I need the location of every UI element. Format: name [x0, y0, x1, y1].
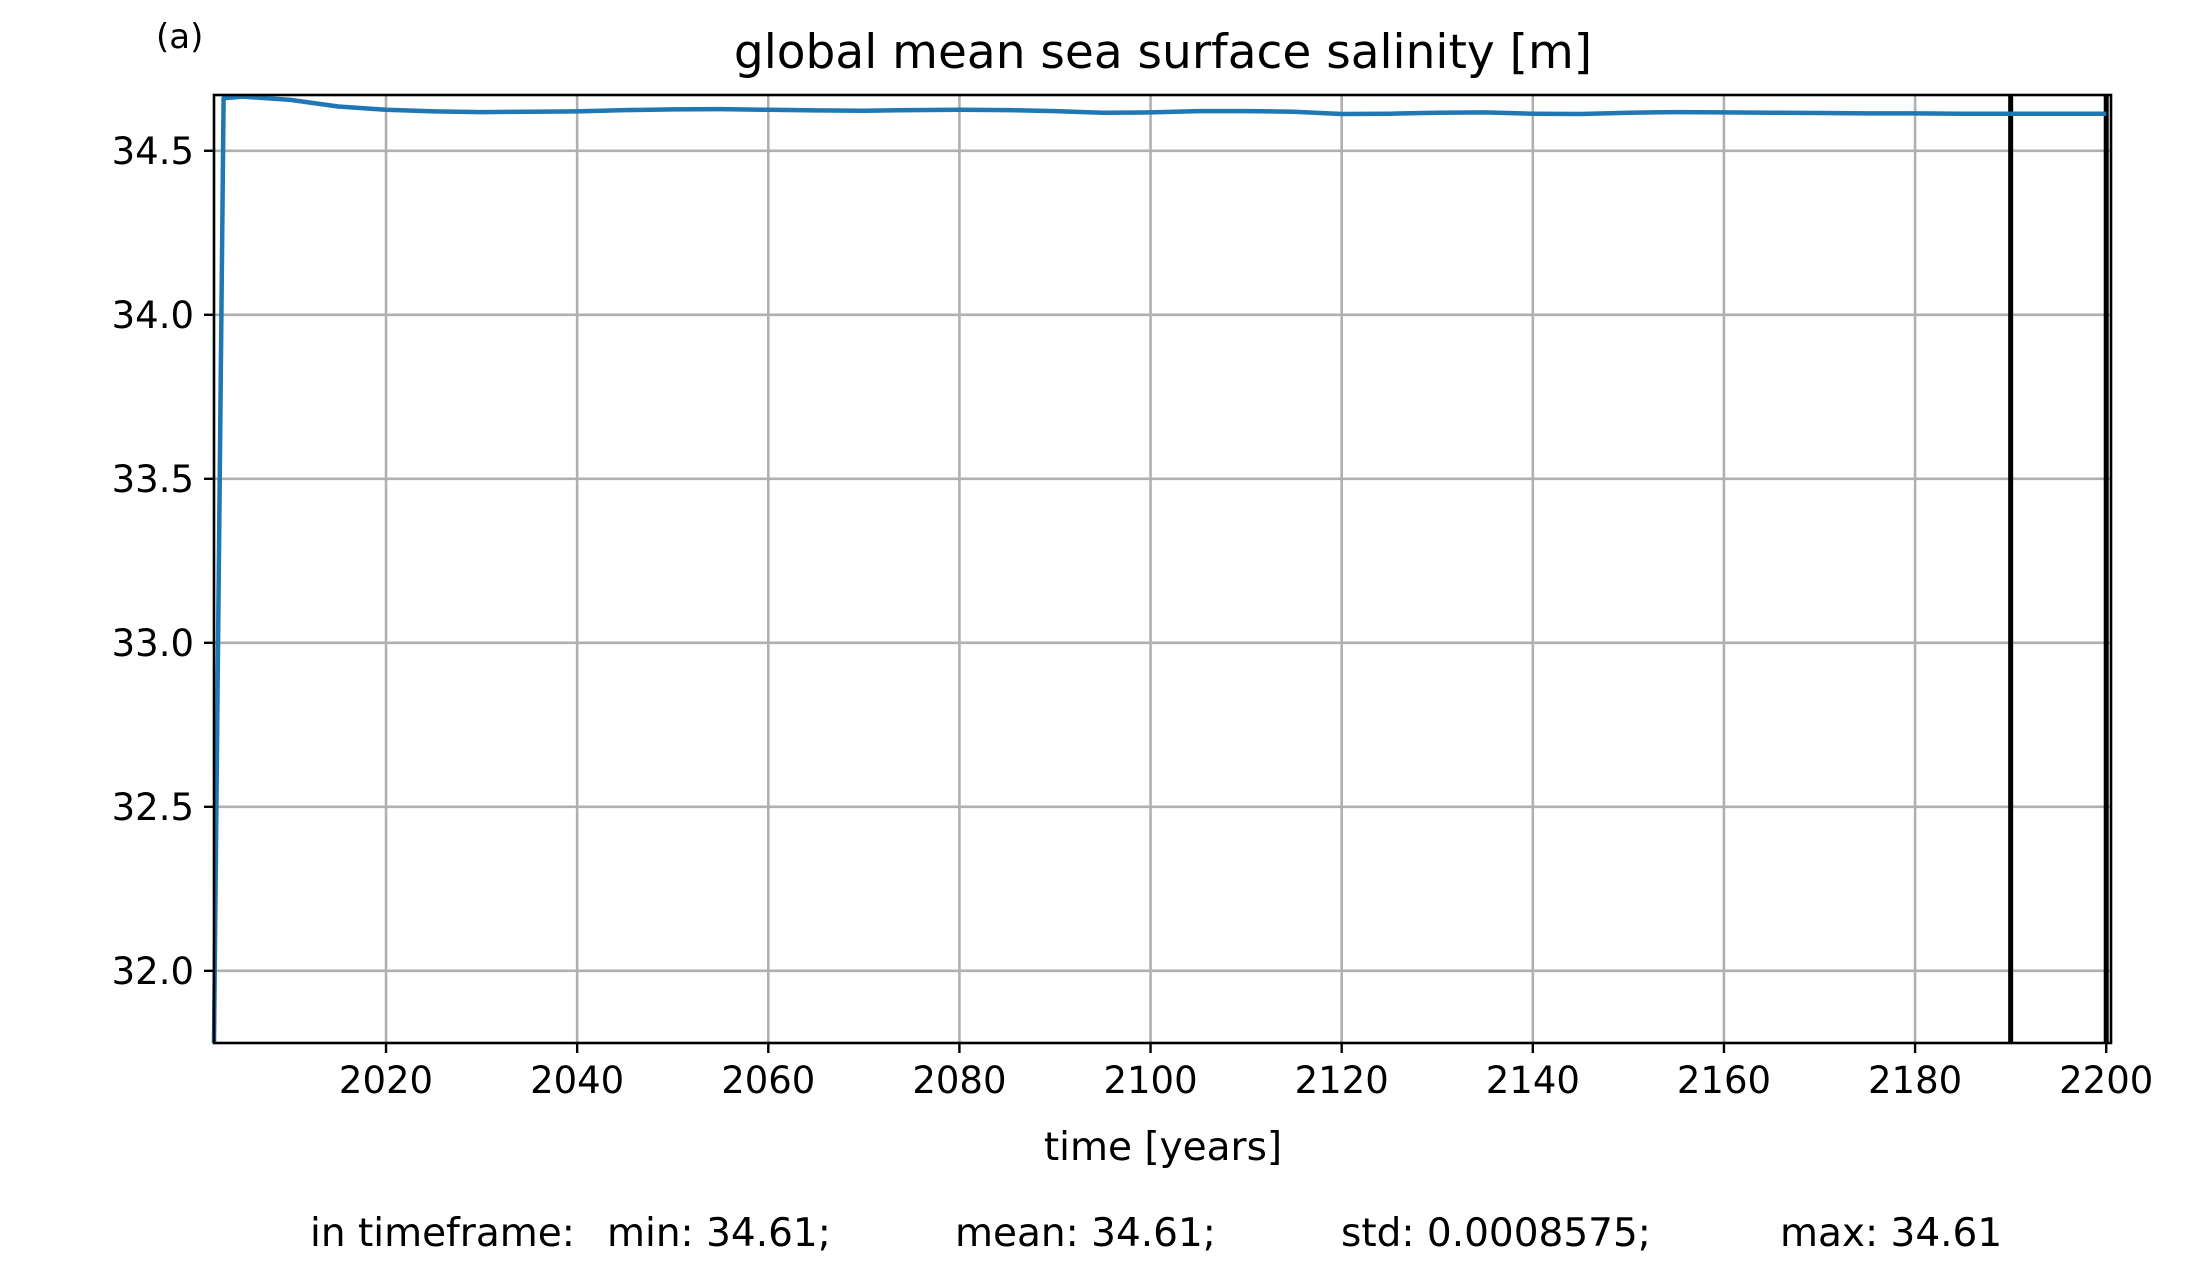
series-layer: [211, 94, 2107, 1044]
x-tick-label: 2160: [1677, 1059, 1771, 1102]
y-tick-label: 33.0: [112, 622, 194, 665]
stats-std: std: 0.0008575;: [1341, 1211, 1651, 1256]
x-tick-label: 2180: [1868, 1059, 1962, 1102]
chart-title: global mean sea surface salinity [m]: [734, 25, 1592, 80]
y-tick-label: 34.0: [112, 294, 194, 337]
x-tick-label: 2200: [2059, 1059, 2153, 1102]
ticks: 2020 2040 2060 2080 2100 2120 2140 2160 2180 2200…: [112, 130, 2154, 1102]
stats-max: max: 34.61: [1780, 1211, 2002, 1256]
panel-label: (a): [156, 17, 203, 57]
x-tick-label: 2020: [339, 1059, 433, 1102]
x-tick-label: 2060: [721, 1059, 815, 1102]
stats-prefix: in timeframe:: [310, 1211, 575, 1256]
stats-line: in timeframe: min: 34.61; mean: 34.61; s…: [310, 1211, 2002, 1256]
y-tick-label: 34.5: [112, 130, 194, 173]
x-tick-label: 2080: [912, 1059, 1006, 1102]
x-tick-label: 2100: [1103, 1059, 1197, 1102]
y-tick-label: 32.0: [112, 950, 194, 993]
stats-min: min: 34.61;: [607, 1211, 831, 1256]
x-axis-label: time [years]: [1044, 1125, 1282, 1170]
stats-mean: mean: 34.61;: [955, 1211, 1216, 1256]
series-line: [211, 94, 2107, 1044]
y-tick-label: 33.5: [112, 458, 194, 501]
y-tick-label: 32.5: [112, 786, 194, 829]
timeframe-markers: [2008, 95, 2109, 1043]
x-tick-label: 2040: [530, 1059, 624, 1102]
x-tick-label: 2120: [1295, 1059, 1389, 1102]
grid: [214, 95, 2111, 1043]
x-tick-label: 2140: [1486, 1059, 1580, 1102]
plot-frame: [212, 93, 2113, 1045]
